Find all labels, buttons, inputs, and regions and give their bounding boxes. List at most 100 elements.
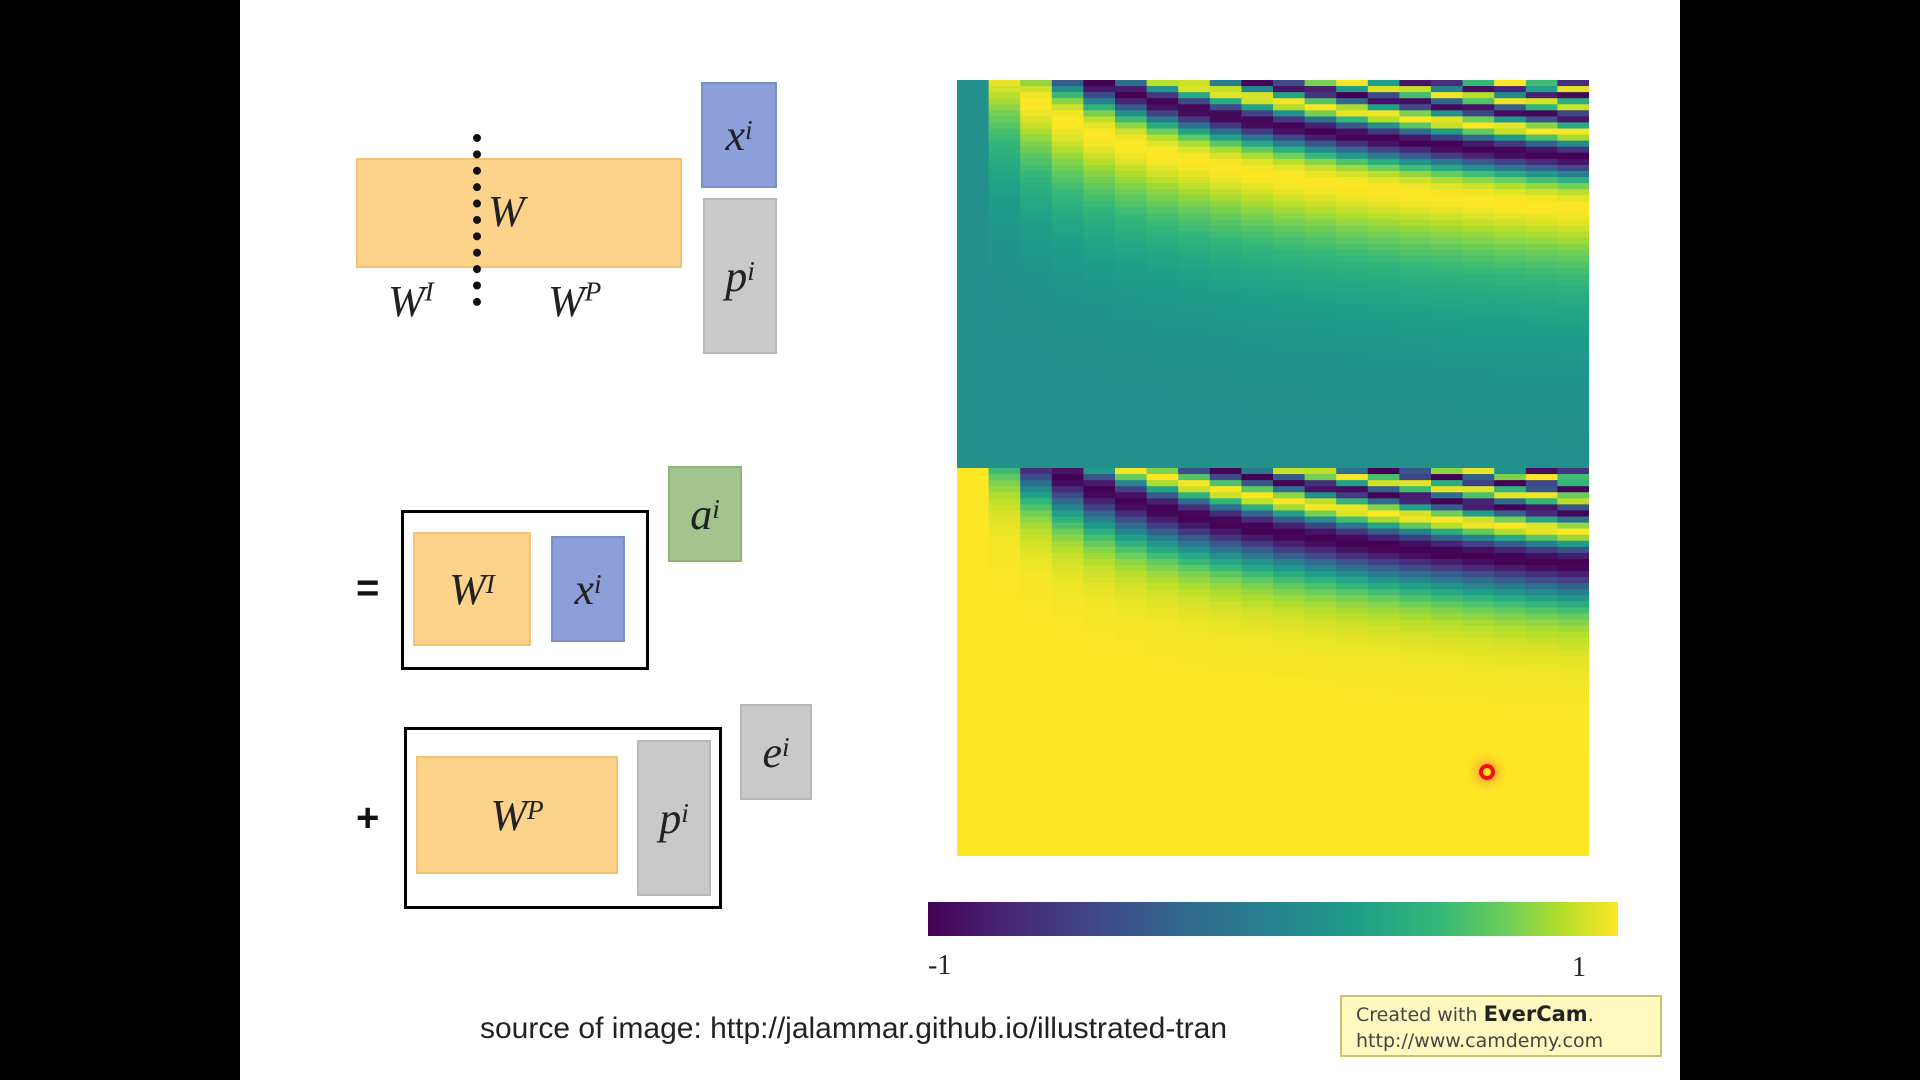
heatmap-cell bbox=[1336, 625, 1369, 633]
heatmap-cell bbox=[1431, 158, 1464, 166]
heatmap-cell bbox=[1431, 680, 1464, 687]
heatmap-cell bbox=[1431, 443, 1464, 451]
heatmap-cell bbox=[1494, 449, 1527, 457]
heatmap-cell bbox=[1304, 274, 1337, 281]
heatmap-cell bbox=[1525, 734, 1558, 742]
heatmap-cell bbox=[1083, 601, 1116, 609]
heatmap-cell bbox=[957, 546, 990, 554]
heatmap-cell bbox=[1336, 504, 1369, 512]
heatmap-cell bbox=[957, 583, 990, 590]
heatmap-cell bbox=[1525, 413, 1558, 421]
heatmap-cell bbox=[1020, 183, 1053, 190]
heatmap-cell bbox=[1083, 783, 1116, 790]
heatmap-cell bbox=[1462, 637, 1495, 645]
heatmap-cell bbox=[1115, 668, 1148, 675]
heatmap-cell bbox=[1178, 237, 1211, 245]
heatmap-cell bbox=[1115, 631, 1148, 639]
heatmap-cell bbox=[1020, 316, 1053, 324]
heatmap-cell bbox=[1051, 510, 1084, 518]
heatmap-cell bbox=[1083, 595, 1116, 602]
heatmap-cell bbox=[1525, 364, 1558, 372]
heatmap-cell bbox=[957, 286, 990, 293]
heatmap-cell bbox=[1336, 807, 1369, 815]
heatmap-cell bbox=[1336, 122, 1369, 130]
heatmap-cell bbox=[1241, 752, 1274, 760]
heatmap-cell bbox=[1241, 334, 1274, 342]
heatmap-cell bbox=[1494, 752, 1527, 760]
heatmap-cell bbox=[1431, 364, 1464, 372]
heatmap-cell bbox=[988, 486, 1021, 493]
heatmap-cell bbox=[1494, 461, 1527, 469]
heatmap-cell bbox=[1399, 728, 1432, 736]
heatmap-cell bbox=[1431, 389, 1464, 396]
heatmap-cell bbox=[1399, 401, 1432, 408]
heatmap-cell bbox=[1115, 389, 1148, 396]
heatmap-cell bbox=[1020, 783, 1053, 790]
heatmap-cell bbox=[1020, 219, 1053, 227]
heatmap-cell bbox=[1525, 461, 1558, 469]
heatmap-cell bbox=[1083, 849, 1116, 856]
heatmap-cell bbox=[1083, 843, 1116, 851]
heatmap-cell bbox=[1178, 455, 1211, 463]
heatmap-cell bbox=[1494, 371, 1527, 378]
heatmap-cell bbox=[1146, 86, 1179, 93]
heatmap-cell bbox=[1399, 383, 1432, 390]
heatmap-cell bbox=[957, 195, 990, 202]
heatmap-cell bbox=[1241, 298, 1274, 305]
heatmap-cell bbox=[1431, 486, 1464, 493]
heatmap-cell bbox=[1083, 813, 1116, 821]
heatmap-cell bbox=[1494, 201, 1527, 208]
heatmap-cell bbox=[1336, 189, 1369, 196]
heatmap-cell bbox=[1209, 601, 1242, 609]
heatmap-cell bbox=[1209, 674, 1242, 681]
heatmap-cell bbox=[957, 213, 990, 221]
heatmap-cell bbox=[1051, 498, 1084, 505]
heatmap-cell bbox=[1399, 619, 1432, 627]
heatmap-cell bbox=[1115, 692, 1148, 699]
heatmap-cell bbox=[1304, 152, 1337, 160]
heatmap-cell bbox=[1178, 274, 1211, 281]
heatmap-cell bbox=[1241, 443, 1274, 451]
heatmap-cell bbox=[1146, 662, 1179, 669]
heatmap-cell bbox=[1273, 655, 1306, 663]
heatmap-cell bbox=[1367, 249, 1400, 257]
heatmap-cell bbox=[1146, 195, 1179, 202]
term1-w-text: W bbox=[449, 564, 486, 614]
heatmap-cell bbox=[1146, 674, 1179, 681]
plus-sign-text: + bbox=[356, 796, 380, 840]
heatmap-cell bbox=[1525, 577, 1558, 584]
heatmap-cell bbox=[1494, 395, 1527, 402]
heatmap-cell bbox=[1557, 401, 1589, 408]
heatmap-cell bbox=[1020, 274, 1053, 281]
heatmap-cell bbox=[1557, 740, 1589, 748]
heatmap-cell bbox=[1083, 104, 1116, 111]
heatmap-cell bbox=[1020, 534, 1053, 542]
heatmap-cell bbox=[1494, 734, 1527, 742]
heatmap-cell bbox=[1431, 164, 1464, 172]
heatmap-cell bbox=[1115, 243, 1148, 251]
heatmap-cell bbox=[988, 80, 1021, 87]
heatmap-cell bbox=[1241, 134, 1274, 142]
heatmap-cell bbox=[1273, 583, 1306, 590]
heatmap-cell bbox=[1241, 231, 1274, 239]
heatmap-cell bbox=[1209, 425, 1242, 433]
heatmap-cell bbox=[1209, 358, 1242, 366]
heatmap-cell bbox=[1209, 280, 1242, 287]
heatmap-cell bbox=[1241, 722, 1274, 730]
heatmap-cell bbox=[1083, 522, 1116, 530]
heatmap-cell bbox=[1051, 740, 1084, 748]
heatmap-cell bbox=[1178, 759, 1211, 766]
heatmap-cell bbox=[1462, 831, 1495, 839]
heatmap-cell bbox=[957, 522, 990, 530]
heatmap-cell bbox=[1209, 492, 1242, 499]
heatmap-cell bbox=[1525, 571, 1558, 578]
heatmap-cell bbox=[1525, 286, 1558, 293]
heatmap-cell bbox=[1083, 170, 1116, 178]
heatmap-cell bbox=[1083, 625, 1116, 633]
heatmap-cell bbox=[1557, 528, 1589, 536]
heatmap-cell bbox=[1178, 540, 1211, 548]
heatmap-cell bbox=[1494, 510, 1527, 518]
heatmap-cell bbox=[1083, 534, 1116, 542]
heatmap-cell bbox=[1525, 207, 1558, 214]
heatmap-cell bbox=[1209, 286, 1242, 293]
